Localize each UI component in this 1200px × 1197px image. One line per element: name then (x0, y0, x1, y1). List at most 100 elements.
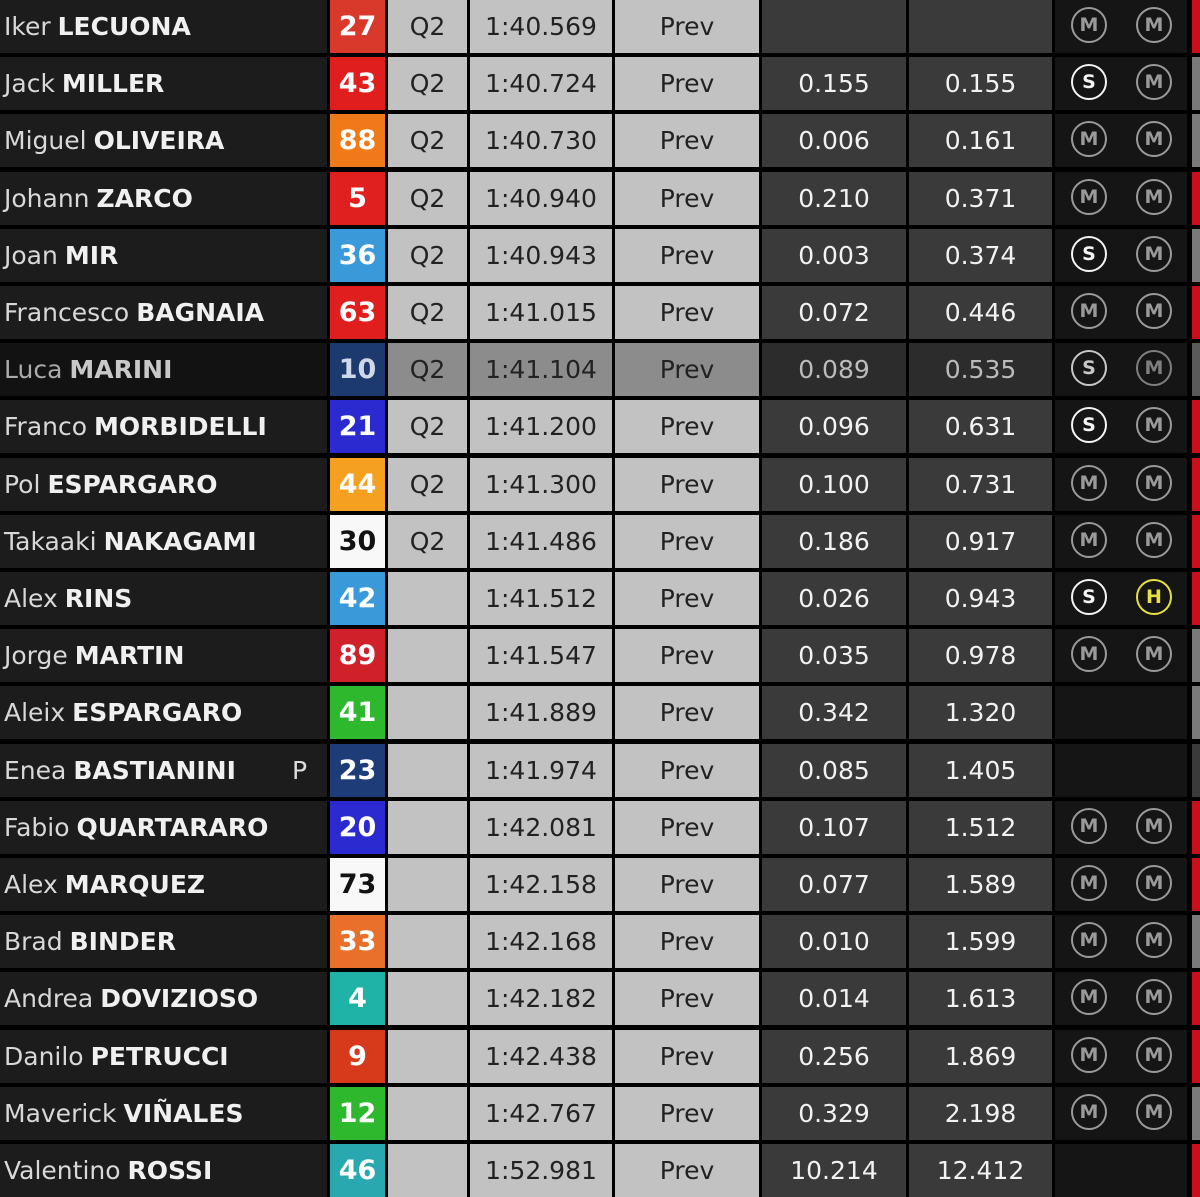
gap-previous: 0.342 (762, 686, 906, 740)
lap-time: 1:41.547 (470, 629, 612, 683)
prev-button[interactable]: Prev (615, 686, 759, 740)
prev-button[interactable]: Prev (615, 915, 759, 969)
front-tyre-icon: M (1071, 7, 1107, 43)
rear-tyre-icon: M (1136, 1093, 1172, 1130)
front-tyre-icon: M (1071, 464, 1107, 501)
prev-button[interactable]: Prev (615, 343, 759, 397)
rider-name: Joan MIR (0, 228, 327, 282)
table-row[interactable]: Johann ZARCO 5 Q2 1:40.940 Prev 0.210 0.371 M M (0, 171, 1200, 225)
session-badge: Q2 (388, 114, 467, 168)
front-tyre-icon: M (1071, 293, 1107, 329)
prev-button[interactable]: Prev (615, 1144, 759, 1197)
table-row[interactable]: Brad BINDER 33 1:42.168 Prev 0.010 1.599 M M (0, 915, 1200, 969)
table-row[interactable]: Danilo PETRUCCI 9 1:42.438 Prev 0.256 1.869 M M (0, 1029, 1200, 1083)
prev-button[interactable]: Prev (615, 800, 759, 854)
table-row[interactable]: Luca MARINI 10 Q2 1:41.104 Prev 0.089 0.535 S M (0, 343, 1200, 397)
status-stripe (1192, 572, 1200, 625)
table-row[interactable]: Valentino ROSSI 46 1:52.981 Prev 10.214 12.412 (0, 1144, 1200, 1197)
rider-number: 36 (330, 228, 385, 282)
table-row[interactable]: Takaaki NAKAGAMI 30 Q2 1:41.486 Prev 0.186 0.91… (0, 514, 1200, 568)
front-tyre-icon: M (1071, 1036, 1107, 1073)
prev-button[interactable]: Prev (615, 57, 759, 111)
prev-button[interactable]: Prev (615, 858, 759, 911)
table-row[interactable]: Joan MIR 36 Q2 1:40.943 Prev 0.003 0.374 S M (0, 228, 1200, 282)
rider-number: 10 (330, 343, 385, 397)
gap-previous: 0.006 (762, 114, 906, 168)
status-stripe (1192, 686, 1200, 740)
prev-button[interactable]: Prev (615, 1086, 759, 1140)
session-badge (388, 972, 467, 1026)
gap-first: 1.512 (909, 800, 1052, 854)
front-tyre-icon: M (1071, 178, 1107, 215)
table-row[interactable]: Enea BASTIANINI P 23 1:41.974 Prev 0.085 1.405 (0, 743, 1200, 797)
status-stripe (1192, 514, 1200, 568)
rider-first-name: Francesco (4, 298, 130, 327)
prev-button[interactable]: Prev (615, 629, 759, 683)
prev-button[interactable]: Prev (615, 286, 759, 339)
table-row[interactable]: Iker LECUONA 27 Q2 1:40.569 Prev M M (0, 0, 1200, 53)
rear-tyre-icon: H (1136, 579, 1172, 615)
lap-time: 1:41.889 (470, 686, 612, 740)
rider-last-name: OLIVEIRA (93, 126, 225, 156)
prev-button[interactable]: Prev (615, 1029, 759, 1083)
prev-button[interactable]: Prev (615, 114, 759, 168)
rider-name: Andrea DOVIZIOSO (0, 972, 327, 1026)
front-tyre-icon: M (1071, 521, 1107, 558)
rider-name: Maverick VIÑALES (0, 1086, 327, 1140)
rider-number: 42 (330, 572, 385, 625)
table-row[interactable]: Francesco BAGNAIA 63 Q2 1:41.015 Prev 0.072 0.4… (0, 286, 1200, 339)
table-row[interactable]: Aleix ESPARGARO 41 1:41.889 Prev 0.342 1.320 (0, 686, 1200, 740)
rider-name: Aleix ESPARGARO (0, 686, 327, 740)
prev-button[interactable]: Prev (615, 0, 759, 53)
session-badge: Q2 (388, 228, 467, 282)
table-row[interactable]: Maverick VIÑALES 12 1:42.767 Prev 0.329 2.198 M… (0, 1086, 1200, 1140)
rider-number: 73 (330, 858, 385, 911)
prev-button[interactable]: Prev (615, 743, 759, 797)
rider-first-name: Danilo (4, 1041, 84, 1071)
prev-button[interactable]: Prev (615, 171, 759, 225)
rider-number: 41 (330, 686, 385, 740)
table-row[interactable]: Jack MILLER 43 Q2 1:40.724 Prev 0.155 0.155 S M (0, 57, 1200, 111)
status-stripe (1192, 400, 1200, 454)
prev-button[interactable]: Prev (615, 228, 759, 282)
gap-first: 1.589 (909, 858, 1052, 911)
front-tyre-icon: S (1071, 350, 1107, 387)
prev-button[interactable]: Prev (615, 514, 759, 568)
gap-first: 0.535 (909, 343, 1052, 397)
session-badge (388, 572, 467, 625)
table-row[interactable]: Miguel OLIVEIRA 88 Q2 1:40.730 Prev 0.006 0.161… (0, 114, 1200, 168)
tyre-compounds (1055, 1144, 1187, 1197)
front-tyre-icon: M (1071, 636, 1107, 673)
gap-previous: 0.010 (762, 915, 906, 969)
lap-time: 1:41.015 (470, 286, 612, 339)
rider-first-name: Joan (4, 240, 58, 270)
table-row[interactable]: Fabio QUARTARARO 20 1:42.081 Prev 0.107 1.512 M… (0, 800, 1200, 854)
prev-button[interactable]: Prev (615, 400, 759, 454)
table-row[interactable]: Pol ESPARGARO 44 Q2 1:41.300 Prev 0.100 0.731 M M (0, 457, 1200, 511)
session-badge: Q2 (388, 400, 467, 454)
rider-last-name: ROSSI (127, 1156, 213, 1185)
lap-time: 1:42.182 (470, 972, 612, 1026)
status-stripe (1192, 1029, 1200, 1083)
prev-button[interactable]: Prev (615, 972, 759, 1026)
prev-button[interactable]: Prev (615, 457, 759, 511)
table-row[interactable]: Alex MARQUEZ 73 1:42.158 Prev 0.077 1.589 M M (0, 858, 1200, 911)
table-row[interactable]: Alex RINS 42 1:41.512 Prev 0.026 0.943 S H (0, 572, 1200, 625)
table-row[interactable]: Jorge MARTIN 89 1:41.547 Prev 0.035 0.978 M M (0, 629, 1200, 683)
table-row[interactable]: Andrea DOVIZIOSO 4 1:42.182 Prev 0.014 1.613 M M (0, 972, 1200, 1026)
prev-button[interactable]: Prev (615, 572, 759, 625)
gap-previous: 0.186 (762, 514, 906, 568)
table-row[interactable]: Franco MORBIDELLI 21 Q2 1:41.200 Prev 0.096 0.6… (0, 400, 1200, 454)
gap-first: 12.412 (909, 1144, 1052, 1197)
rider-last-name: MARTIN (74, 641, 185, 671)
rider-first-name: Pol (4, 469, 41, 499)
